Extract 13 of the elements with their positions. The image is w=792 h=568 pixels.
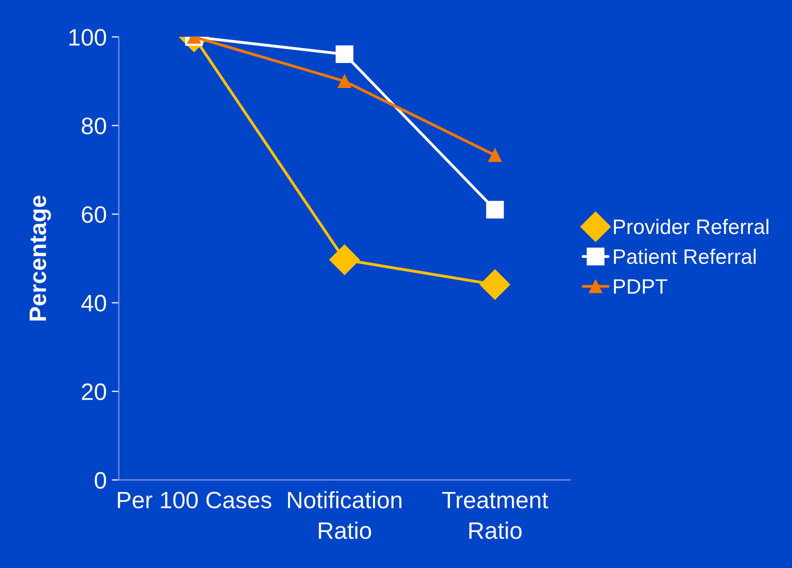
y-tick-label: 60 — [82, 206, 106, 223]
x-tick-label: Per 100 Cases — [118, 492, 272, 508]
y-tick-label: 20 — [82, 383, 106, 400]
x-tick-label: Treatment Ratio — [442, 492, 548, 539]
legend-label: Patient Referral — [614, 248, 756, 264]
legend-label: PDPT — [614, 279, 668, 294]
x-tick-label: Notification Ratio — [288, 491, 402, 539]
y-tick-label: 0 — [94, 472, 106, 489]
y-tick-label: 100 — [69, 28, 106, 46]
y-axis-title: Percentage — [30, 196, 51, 321]
legend-label: Provider Referral — [614, 218, 768, 234]
y-tick-label: 80 — [82, 118, 106, 134]
y-tick-label: 40 — [81, 294, 106, 312]
